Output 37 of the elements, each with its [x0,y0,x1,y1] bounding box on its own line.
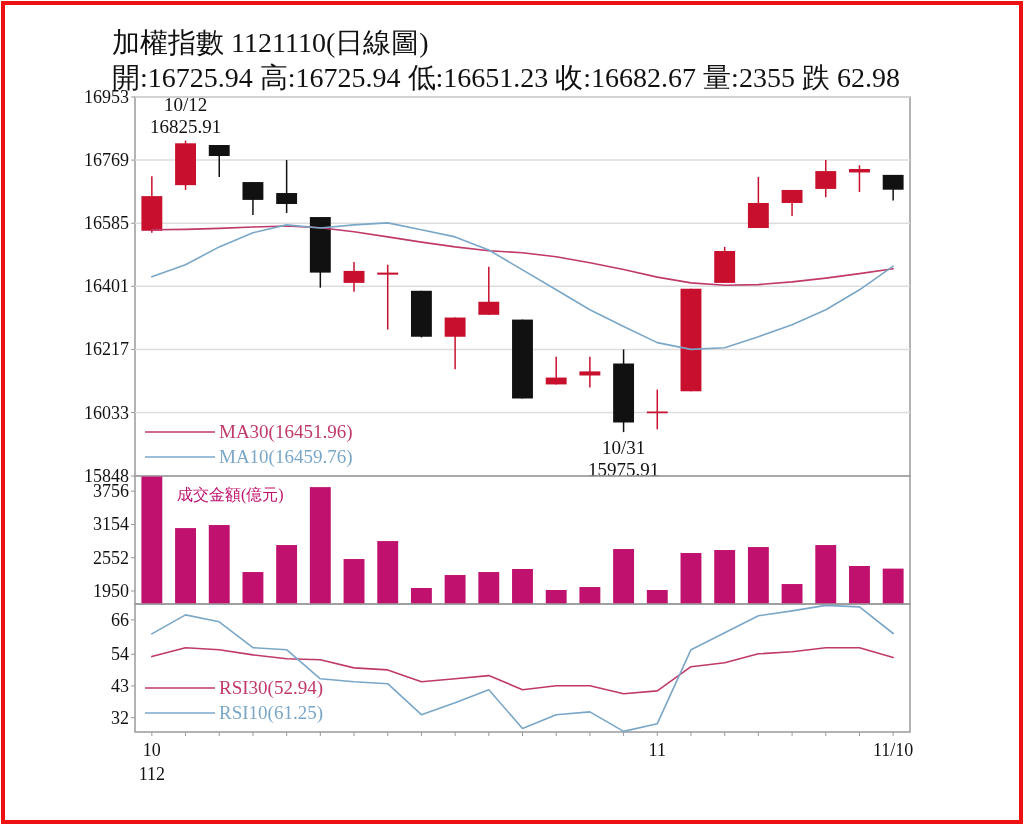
y-tick-label: 66 [111,609,129,630]
line-series [151,222,894,351]
candlestick [781,189,803,217]
candlestick [377,263,399,331]
y-tick-label: 16401 [84,276,129,297]
candlestick [343,261,365,293]
legend-label: RSI30(52.94) [219,677,323,699]
y-tick-label: 16585 [84,213,129,234]
annotation: 10/12 16825.91 [149,93,222,137]
legend-label: MA30(16451.96) [219,421,353,443]
candlestick [579,355,601,389]
y-tick-label: 2552 [93,547,129,568]
y-tick-label: 3154 [93,514,129,535]
y-tick-label: 3756 [93,481,129,502]
y-tick-label: 54 [111,644,129,665]
y-tick-label: 16217 [84,339,129,360]
line-series [151,604,894,733]
legend-label: MA10(16459.76) [219,446,353,468]
y-tick-label: 43 [111,675,129,696]
annotation: 10/31 15975.91 [587,437,660,481]
y-tick-label: 16033 [84,402,129,423]
candlestick [276,159,298,214]
candlestick [444,316,466,371]
candlestick [478,266,500,316]
x-tick-label: 11/10 [872,740,914,760]
legend-label: RSI10(61.25) [219,702,323,724]
candlestick [208,144,230,178]
y-tick-label: 32 [111,707,129,728]
x-tick-label: 10 112 [138,740,166,784]
x-tick-label: 11 [648,740,666,760]
y-tick-label: 1950 [93,581,129,602]
chart-title: 加權指數 1121110(日線圖) [112,27,429,58]
annotation: 成交金額(億元) [177,486,284,504]
candlestick [242,181,264,216]
candlestick [815,159,837,198]
y-tick-label: 16769 [84,150,129,171]
candlestick [882,174,904,202]
